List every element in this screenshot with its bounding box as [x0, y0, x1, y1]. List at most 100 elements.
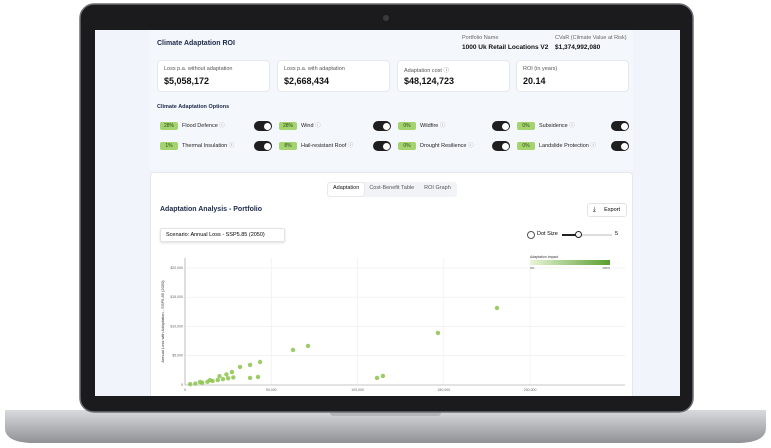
summary-panel	[150, 30, 633, 170]
metric-label: Loss p.a. without adaptation	[164, 66, 233, 72]
point	[305, 343, 311, 349]
x-tick-label: 0	[184, 388, 186, 392]
option: 0% Subsidence ⓘ	[517, 120, 629, 132]
y-tick-label: $15,000	[170, 295, 183, 299]
legend-min: 0%	[530, 266, 535, 270]
y-axis-label: Annual Loss with Adaptation - SSP5.85 (2…	[160, 280, 165, 363]
metric-label: Loss p.a. with adaptation	[284, 66, 345, 72]
toggle[interactable]	[254, 121, 272, 131]
toggle[interactable]	[492, 121, 510, 131]
point	[193, 381, 198, 386]
tab[interactable]: ROI Graph	[424, 185, 451, 191]
export-label: Export	[604, 207, 620, 213]
point	[210, 378, 215, 384]
option-name: Wildfire ⓘ	[420, 123, 446, 129]
toggle[interactable]	[373, 121, 391, 131]
option-pct: 0%	[517, 142, 535, 150]
point	[435, 330, 441, 336]
metric-value: $5,058,172	[164, 76, 210, 86]
dot-size-value: 5	[615, 231, 619, 237]
metric-card: ROI (in years) 20.14	[516, 60, 629, 92]
y-tick-label: $5,000	[172, 354, 183, 358]
point	[220, 376, 226, 382]
option-pct: 0%	[398, 142, 416, 150]
option-pct: 8%	[279, 142, 297, 150]
toggle[interactable]	[611, 141, 629, 151]
toggle[interactable]	[254, 141, 272, 151]
option-name: Hail-resistant Roof ⓘ	[301, 143, 354, 149]
point	[290, 347, 296, 353]
portfolio-label: Portfolio Name	[462, 35, 499, 41]
toggle[interactable]	[373, 141, 391, 151]
analysis-title: Adaptation Analysis - Portfolio	[160, 206, 263, 213]
cvar-value: $1,374,992,080	[555, 44, 601, 51]
legend-gradient	[530, 260, 610, 265]
metric-card: Adaptation cost ⓘ $48,124,723	[397, 60, 510, 92]
metric-value: 20.14	[523, 76, 546, 86]
point	[255, 374, 261, 380]
option-pct: 0%	[398, 122, 416, 130]
metric-card: Loss p.a. with adaptation $2,668,434	[277, 60, 390, 92]
slider-knob[interactable]	[575, 231, 582, 238]
option-name: Thermal Insulation ⓘ	[182, 143, 235, 149]
metric-label: ROI (in years)	[523, 66, 558, 72]
info-icon: ⓘ	[227, 143, 235, 149]
point	[247, 362, 253, 368]
slider-fill	[562, 234, 578, 236]
point	[257, 359, 263, 365]
point	[224, 372, 229, 377]
scenario-dropdown[interactable]: Scenario: Annual Loss - SSP5.85 (2050)	[160, 228, 285, 242]
x-tick-label: 200,000	[524, 388, 537, 392]
option: 28% Flood Defence ⓘ	[160, 120, 272, 132]
x-tick-label: 150,000	[437, 388, 450, 392]
point	[200, 380, 205, 385]
point	[380, 373, 386, 379]
portfolio-name: 1000 Uk Retail Locations V2	[462, 44, 549, 51]
info-icon: ⓘ	[217, 123, 225, 129]
info-icon: ⓘ	[313, 123, 321, 129]
y-tick-label: 0	[181, 383, 183, 387]
point	[374, 375, 380, 381]
y-tick-label: $10,000	[170, 324, 183, 328]
option-name: Flood Defence ⓘ	[182, 123, 225, 129]
point	[187, 381, 193, 387]
y-tick-label: $20,000	[170, 266, 183, 270]
tab[interactable]: Adaptation	[328, 183, 365, 196]
export-button[interactable]: Export	[587, 203, 627, 217]
scenario-label: Scenario: Annual Loss - SSP5.85 (2050)	[166, 232, 265, 238]
cvar-label: CVaR (Climate Value at Risk)	[555, 35, 627, 41]
point	[494, 305, 500, 311]
point	[215, 377, 220, 383]
point	[247, 375, 253, 381]
screen: Climate Adaptation ROI Portfolio Name 10…	[95, 30, 680, 396]
option-pct: 0%	[517, 122, 535, 130]
option: 1% Thermal Insulation ⓘ	[160, 140, 272, 152]
x-tick-label: 100,000	[351, 388, 364, 392]
option-name: Wind ⓘ	[301, 123, 321, 129]
info-icon: ⓘ	[567, 123, 575, 129]
option-pct: 28%	[160, 122, 178, 130]
point	[217, 374, 222, 379]
info-icon: ⓘ	[438, 123, 446, 129]
info-icon: ⓘ	[346, 143, 354, 149]
info-icon: ⓘ	[441, 68, 449, 74]
metric-value: $2,668,434	[284, 76, 330, 86]
option-name: Subsidence ⓘ	[539, 123, 575, 129]
page-title: Climate Adaptation ROI	[157, 40, 235, 47]
point	[229, 369, 235, 375]
point	[225, 376, 231, 381]
point	[231, 375, 236, 380]
scatter-chart: 0 50,000 100,000 150,000 200,000 0 $5,000 $10,0…	[160, 255, 625, 392]
dot-size-label: Dot Size	[537, 231, 558, 237]
toggle[interactable]	[492, 141, 510, 151]
metric-value: $48,124,723	[404, 76, 455, 86]
x-tick-label: 50,000	[266, 388, 277, 392]
slider-track[interactable]	[562, 234, 612, 236]
point	[205, 379, 210, 384]
option: 0% Landslide Protection ⓘ	[517, 140, 629, 152]
info-icon: ⓘ	[466, 143, 474, 149]
toggle[interactable]	[611, 121, 629, 131]
tab[interactable]: Cost-Benefit Table	[369, 185, 415, 191]
option: 0% Drought Resilience ⓘ	[398, 140, 510, 152]
